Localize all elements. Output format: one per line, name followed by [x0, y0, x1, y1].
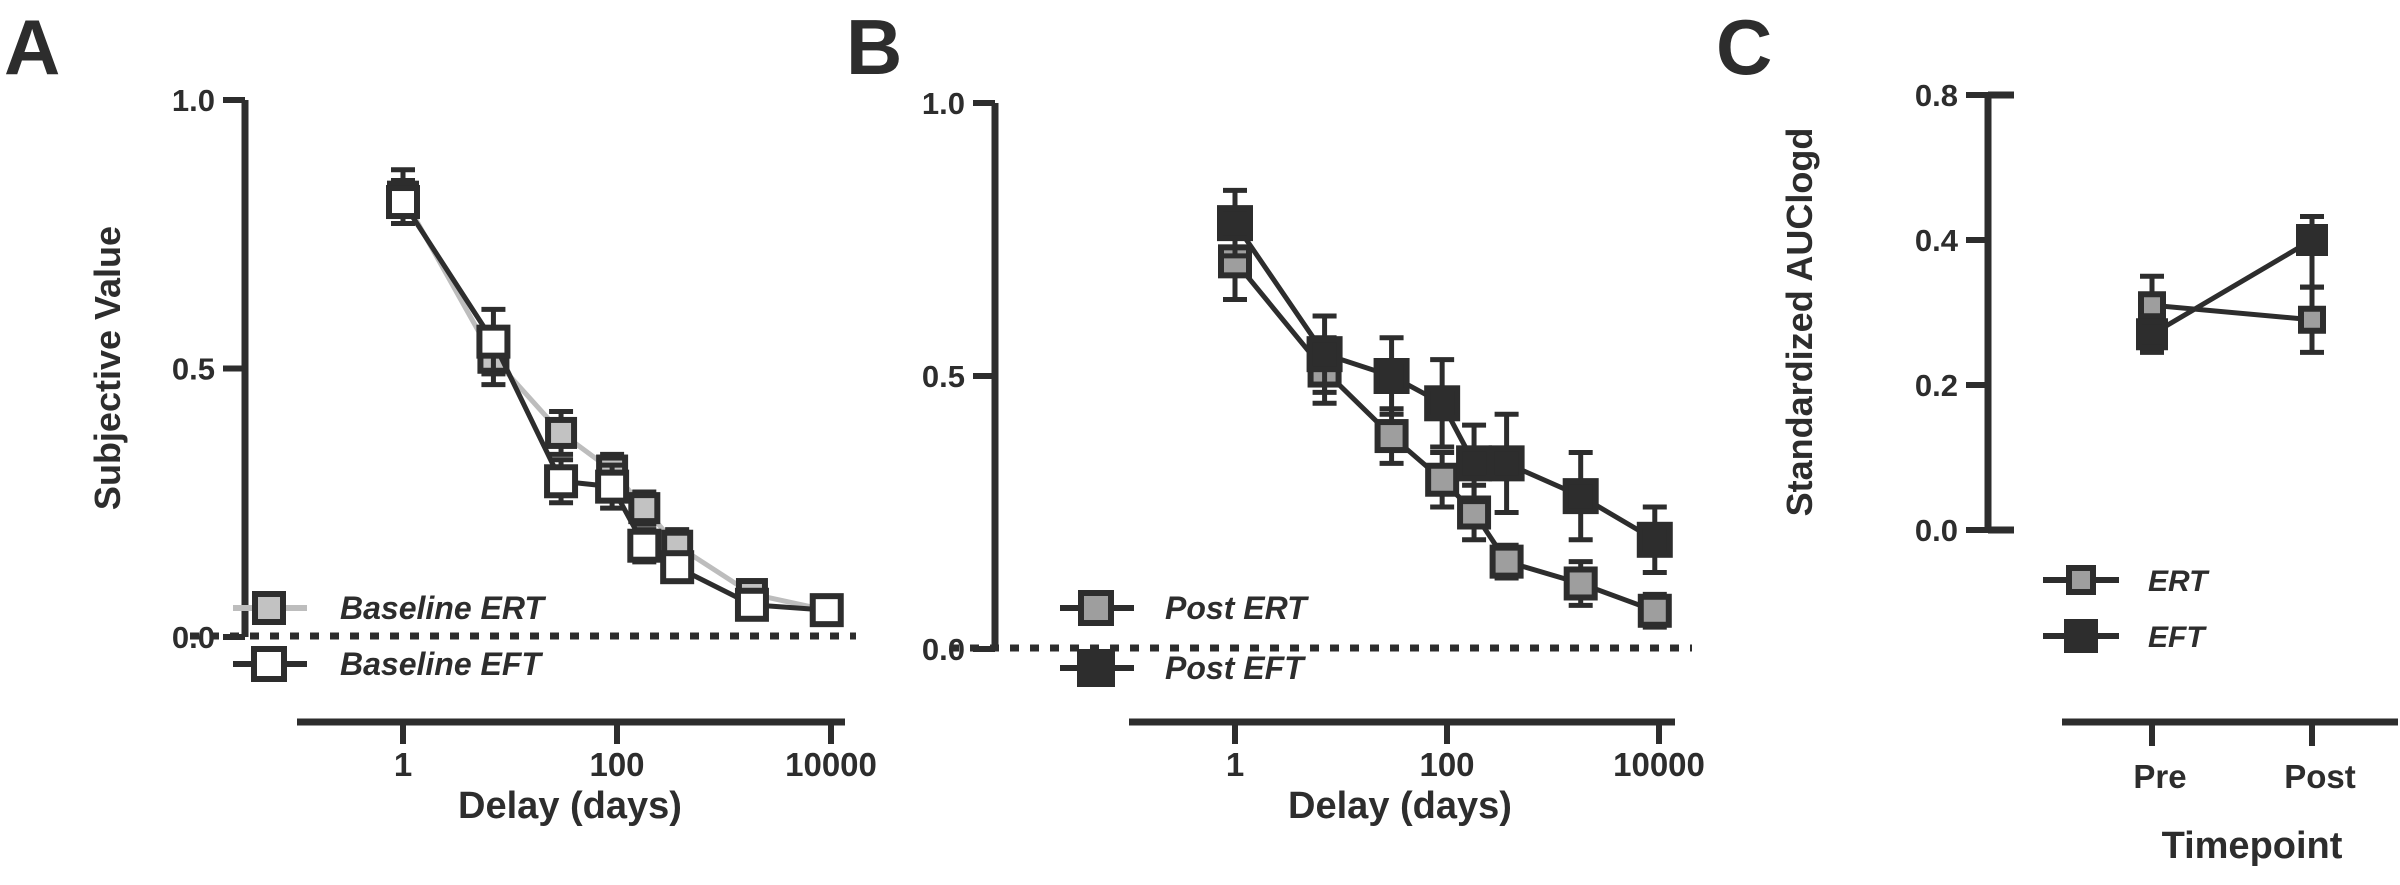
data-point-marker [734, 587, 769, 622]
x-tick-label: 100 [1419, 746, 1474, 783]
legend-label: ERT [2148, 565, 2210, 598]
legend-item-post-ert: Post ERT [1060, 590, 1309, 626]
data-point-marker [1637, 593, 1672, 628]
y-tick-label: 1.0 [922, 86, 965, 121]
legend-label: Post EFT [1165, 650, 1306, 686]
legend-label: Baseline ERT [340, 590, 546, 626]
data-point-marker [2296, 224, 2328, 256]
data-point-marker [628, 492, 661, 525]
data-point-marker [1636, 521, 1673, 558]
legend-item-eft: EFT [2043, 619, 2207, 654]
data-point-marker [1424, 385, 1461, 422]
panel-c: C 0.0 0.2 0.4 0.8 Standardized AUClogd Pre Post… [1716, 3, 2398, 867]
data-point-marker [809, 593, 844, 628]
data-point-marker [2298, 305, 2326, 334]
legend-item-ert: ERT [2043, 565, 2210, 598]
data-point-marker [627, 528, 662, 563]
data-point-marker [1488, 445, 1525, 482]
data-point-marker [1563, 566, 1598, 601]
data-point-marker [2138, 291, 2166, 320]
y-tick-label: 0.4 [1915, 223, 1959, 258]
data-point-marker [1217, 205, 1253, 242]
legend-item-baseline-eft: Baseline EFT [233, 646, 543, 682]
x-axis-title: Delay (days) [1288, 785, 1512, 827]
series-line [2150, 237, 2314, 337]
legend-label: Baseline EFT [340, 646, 543, 682]
data-point-marker [544, 464, 579, 499]
data-point-marker [1306, 336, 1343, 373]
x-axis-title: Delay (days) [458, 785, 682, 827]
legend-marker-square [2064, 619, 2098, 653]
legend-label: EFT [2148, 621, 2207, 654]
panel-letter-b: B [846, 3, 902, 91]
panel-letter-a: A [4, 3, 60, 91]
panel-letter-c: C [1716, 3, 1772, 91]
series-post-eft [1217, 187, 1673, 576]
y-axis-title: Subjective Value [87, 226, 128, 510]
x-tick-label: 10000 [785, 746, 877, 783]
data-point-marker [545, 416, 578, 449]
series-line [2151, 302, 2313, 323]
x-tick-label: 10000 [1613, 746, 1705, 783]
legend-item-post-eft: Post EFT [1060, 649, 1306, 687]
x-axis-title: Timepoint [2162, 825, 2343, 867]
data-point-marker [1425, 462, 1460, 497]
x-tick-label: 1 [1226, 746, 1244, 783]
data-point-marker [2136, 318, 2168, 351]
y-tick-label: 0.5 [922, 359, 965, 394]
data-point-marker [1456, 445, 1493, 482]
legend-item-baseline-ert: Baseline ERT [233, 590, 546, 626]
x-tick-label: 100 [589, 746, 644, 783]
y-axis-title: Standardized AUClogd [1779, 128, 1820, 517]
y-tick-label: 0.2 [1915, 368, 1958, 403]
legend-marker-square [251, 646, 287, 682]
legend-marker-square [252, 591, 286, 625]
x-tick-label: 1 [394, 746, 412, 783]
data-point-marker [1562, 478, 1599, 515]
data-point-marker [595, 469, 630, 504]
y-tick-label: 0.5 [172, 352, 215, 387]
x-category-label: Pre [2133, 758, 2186, 795]
legend-marker-square [1078, 590, 1114, 626]
data-point-marker [660, 550, 695, 585]
data-point-marker [1489, 544, 1524, 579]
y-tick-label: 1.0 [172, 83, 215, 118]
y-tick-label: 0.0 [1915, 513, 1958, 548]
data-point-marker [1373, 358, 1410, 394]
data-point-marker [476, 324, 511, 359]
legend-marker-square [1077, 649, 1115, 687]
legend-marker-square [2066, 565, 2096, 595]
series-eft [2136, 213, 2328, 355]
x-category-label: Post [2284, 758, 2356, 795]
series-baseline-eft [386, 178, 844, 628]
y-tick-label: 0.8 [1915, 78, 1958, 113]
data-point-marker [386, 185, 420, 220]
legend-label: Post ERT [1165, 590, 1309, 626]
data-point-marker [1374, 419, 1409, 454]
